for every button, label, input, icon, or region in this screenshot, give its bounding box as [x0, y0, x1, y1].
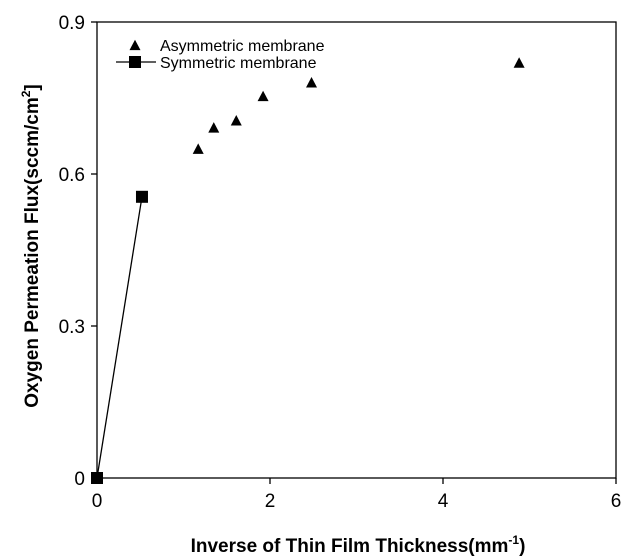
- legend-marker-symmetric: [129, 56, 141, 68]
- y-tick-label-0: 0: [74, 469, 85, 490]
- legend-label-symmetric: Symmetric membrane: [160, 55, 317, 72]
- y-tick-label-3: 0.9: [59, 13, 85, 34]
- data-point-s0-0: [192, 143, 204, 154]
- legend: Asymmetric membrane Symmetric membrane: [160, 38, 325, 72]
- x-tick-label-0: 0: [92, 491, 103, 512]
- data-point-s0-4: [306, 77, 318, 88]
- series-line-1: [96, 196, 143, 479]
- data-point-s0-1: [208, 122, 220, 133]
- legend-label-asymmetric: Asymmetric membrane: [160, 38, 325, 55]
- plot-area: 0 2 4 6 0 0.3 0.6 0.9: [59, 13, 622, 512]
- x-tick-label-3: 6: [611, 491, 622, 512]
- y-axis-title: Oxygen Permeation Flux(sccm/cm2]: [19, 84, 43, 407]
- y-tick-label-2: 0.6: [59, 165, 85, 186]
- y-tick-label-1: 0.3: [59, 317, 85, 338]
- plot-frame: [96, 21, 617, 479]
- data-point-s1-0: [91, 472, 103, 484]
- x-tick-label-1: 2: [265, 491, 276, 512]
- x-tick-label-2: 4: [438, 491, 449, 512]
- x-axis-title: Inverse of Thin Film Thickness(mm-1): [191, 533, 526, 557]
- legend-marker-asymmetric: [129, 39, 141, 51]
- data-point-s0-5: [513, 57, 525, 68]
- data-point-s1-1: [135, 190, 148, 203]
- data-point-s0-2: [230, 115, 242, 126]
- data-point-s0-3: [257, 90, 269, 102]
